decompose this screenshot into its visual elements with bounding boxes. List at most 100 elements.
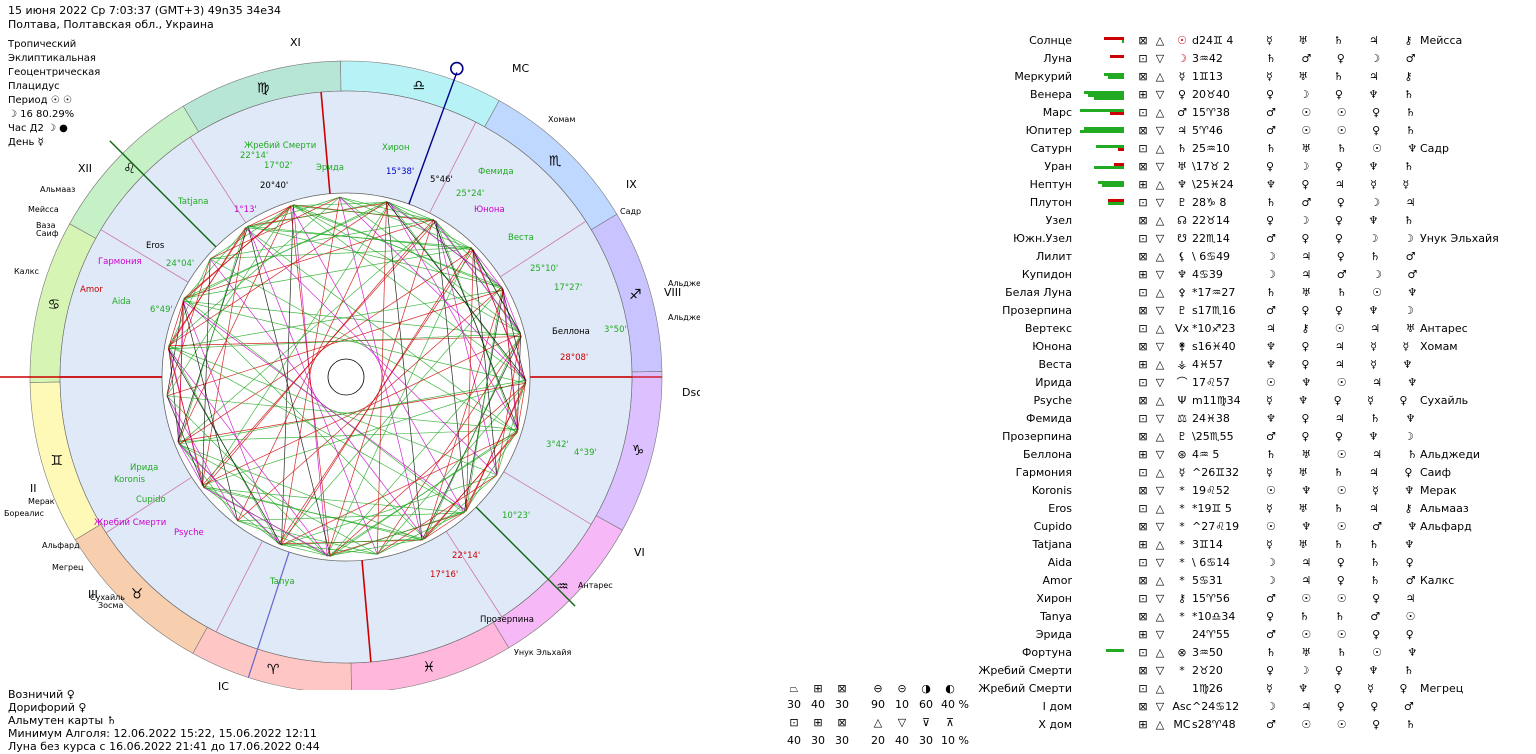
element-icon: △ <box>1155 394 1165 407</box>
aspect-line <box>339 196 527 381</box>
planet-rulers: ♀ ♄ ♄ ♂ ☉ <box>1266 610 1427 623</box>
planet-row[interactable]: Фемида ⊡ ▽ ⚖ 24♓38 ♆ ♀ ♃ ♄ ♆ <box>960 410 1530 428</box>
setting-zodiac: Тропический <box>8 39 77 50</box>
planet-row[interactable]: Сатурн ⊡ △ ♄ 25♒10 ♄ ♅ ♄ ☉ ♆ Садр <box>960 140 1530 158</box>
planet-row[interactable]: I дом ⊠ ▽ Asc ^24♋12 ☽ ♃ ♀ ♀ ♂ <box>960 698 1530 716</box>
planet-row[interactable]: Eros ⊡ △ * *19♊ 5 ☿ ♅ ♄ ♃ ⚷ Альмааз <box>960 500 1530 518</box>
info-algol-minimum: Минимум Алголя: 12.06.2022 15:22, 15.06.… <box>8 727 317 740</box>
planet-chart-label: Прозерпина <box>480 615 534 625</box>
aspect-line <box>178 227 246 445</box>
planet-position: 17♌57 <box>1192 376 1230 389</box>
planet-row[interactable]: Лилит ⊠ △ ⚸ \ 6♋49 ☽ ♃ ♀ ♄ ♂ <box>960 248 1530 266</box>
planet-row[interactable]: Плутон ⊡ ▽ ♇ 28♑ 8 ♄ ♂ ♀ ☽ ♃ <box>960 194 1530 212</box>
planet-name: Фортуна <box>1021 646 1072 659</box>
outer-star-label: Садр <box>620 207 641 216</box>
planet-row[interactable]: Aida ⊡ ▽ * \ 6♋14 ☽ ♃ ♀ ♄ ♀ <box>960 554 1530 572</box>
strength-bar <box>1110 112 1124 115</box>
planet-rulers: ☽ ♃ ♀ ♀ ♂ <box>1266 700 1425 713</box>
aspect-line <box>166 298 185 396</box>
planet-chart-label: Eros <box>146 241 165 251</box>
natal-chart-wheel[interactable]: ♋♌♍♎♏♐♑♒♓♈♉♊XIIXXIIVIIIDscIIVIIIIICVMCХо… <box>0 30 700 690</box>
planet-row[interactable]: Луна ⊡ ▽ ☽ 3♒42 ♄ ♂ ♀ ☽ ♂ <box>960 50 1530 68</box>
planet-row[interactable]: Жребий Смерти ⊠ ▽ * 2♉20 ♀ ☽ ♀ ♆ ♄ <box>960 662 1530 680</box>
planet-row[interactable]: Koronis ⊠ ▽ * 19♌52 ☉ ♆ ☉ ☿ ♆ Мерак <box>960 482 1530 500</box>
planet-position: 3♒50 <box>1192 646 1223 659</box>
planet-row[interactable]: Cupido ⊠ ▽ * ^27♌19 ☉ ♆ ☉ ♂ ♆ Альфард <box>960 518 1530 536</box>
planet-row[interactable]: Узел ⊠ △ ☊ 22♉14 ♀ ☽ ♀ ♆ ♄ <box>960 212 1530 230</box>
aspect-line <box>496 380 527 476</box>
planet-row[interactable]: Ирида ⊡ ▽ ⌒ 17♌57 ☉ ♆ ☉ ♃ ♆ <box>960 374 1530 392</box>
planet-position: m11♍34 <box>1192 394 1241 407</box>
house-label: IC <box>218 680 229 690</box>
planet-row[interactable]: Гармония ⊡ △ ☿ ^26♊32 ☿ ♅ ♄ ♃ ♀ Саиф <box>960 464 1530 482</box>
aspect-line <box>290 205 503 288</box>
aspect-line <box>166 395 205 488</box>
aspect-line <box>389 202 519 430</box>
planet-row[interactable]: Веста ⊞ △ ⚶ 4♓57 ♆ ♀ ♃ ☿ ♆ <box>960 356 1530 374</box>
planet-glyph-icon: ♆ <box>1177 268 1187 281</box>
planet-rulers: ☽ ♃ ♀ ♄ ♂ <box>1266 250 1427 263</box>
planet-row[interactable]: Нептун ⊞ △ ♆ \25♓24 ♆ ♀ ♃ ☿ ☿ <box>960 176 1530 194</box>
planet-row[interactable]: Эрида ⊞ ▽ 24♈55 ♂ ☉ ☉ ♀ ♀ <box>960 626 1530 644</box>
strength-bar <box>1106 649 1124 652</box>
planet-strength-bars <box>1080 433 1124 443</box>
planet-glyph-icon: MC <box>1173 718 1191 731</box>
planet-row[interactable]: Солнце ⊠ △ ☉ d24♊ 4 ☿ ♅ ♄ ♃ ⚷ Мейсса <box>960 32 1530 50</box>
planet-name: Солнце <box>1029 34 1072 47</box>
fixed-star: Унук Эльхайя <box>1420 232 1499 245</box>
planet-row[interactable]: Прозерпина ⊠ △ ♇ \25♏55 ♂ ♀ ♀ ♆ ☽ <box>960 428 1530 446</box>
aspect-line <box>166 289 504 397</box>
planet-row[interactable]: Amor ⊠ △ * 5♋31 ☽ ♃ ♀ ♄ ♂ Калкс <box>960 572 1530 590</box>
quality-icon: ⊞ <box>1138 358 1148 371</box>
quality-icon: ⊡ <box>1138 106 1148 119</box>
planet-name: Венера <box>1030 88 1072 101</box>
planet-strength-bars <box>1080 703 1124 713</box>
planet-chart-label: Хирон <box>382 143 410 153</box>
planet-row[interactable]: Хирон ⊡ ▽ ⚷ 15♈56 ♂ ☉ ☉ ♀ ♃ <box>960 590 1530 608</box>
planet-glyph-icon: ☽ <box>1177 52 1187 65</box>
planet-row[interactable]: Южн.Узел ⊡ ▽ ☋ 22♏14 ♂ ♀ ♀ ☽ ☽ Унук Эльхайя <box>960 230 1530 248</box>
element-icon: ▽ <box>1155 700 1165 713</box>
planet-rulers: ☉ ♆ ☉ ♂ ♆ <box>1266 520 1429 533</box>
planet-row[interactable]: Жребий Смерти ⊡ △ 1♍26 ☿ ♆ ♀ ☿ ♀ Мегрец <box>960 680 1530 698</box>
planet-name: Луна <box>1043 52 1072 65</box>
planet-row[interactable]: Юпитер ⊠ ▽ ♃ 5♈46 ♂ ☉ ☉ ♀ ♄ <box>960 122 1530 140</box>
planet-row[interactable]: Tanya ⊠ △ * *10♎34 ♀ ♄ ♄ ♂ ☉ <box>960 608 1530 626</box>
planet-row[interactable]: Юнона ⊠ ▽ ⚵ s16♓40 ♆ ♀ ♃ ☿ ☿ Хомам <box>960 338 1530 356</box>
planet-row[interactable]: Tatjana ⊞ △ * 3♊14 ☿ ♅ ♄ ♄ ♆ <box>960 536 1530 554</box>
planet-row[interactable]: Венера ⊞ ▽ ♀ 20♉40 ♀ ☽ ♀ ♆ ♄ <box>960 86 1530 104</box>
planet-position: *19♊ 5 <box>1192 502 1232 515</box>
aspect-line <box>167 348 282 546</box>
planet-row[interactable]: Вертекс ⊡ △ Vx *10♐23 ♃ ⚷ ☉ ♃ ♅ Антарес <box>960 320 1530 338</box>
aspect-line <box>326 219 434 557</box>
planet-row[interactable]: Фортуна ⊡ △ ⊗ 3♒50 ♄ ♅ ♄ ☉ ♆ <box>960 644 1530 662</box>
planet-row[interactable]: Белая Луна ⊡ △ ⚴ *17♒27 ♄ ♅ ♄ ☉ ♆ <box>960 284 1530 302</box>
outer-star-label: Альджеди <box>668 279 700 288</box>
planet-position: s17♏16 <box>1192 304 1236 317</box>
planet-name: Сатурн <box>1030 142 1072 155</box>
aspect-line <box>424 429 519 540</box>
planet-row[interactable]: Купидон ⊞ ▽ ♆ 4♋39 ☽ ♃ ♂ ☽ ♂ <box>960 266 1530 284</box>
zodiac-sign-icon: ♉ <box>131 587 144 603</box>
planet-row[interactable]: Прозерпина ⊠ ▽ ♇ s17♏16 ♂ ♀ ♀ ♆ ☽ <box>960 302 1530 320</box>
cold-icon: ⊝ <box>897 682 907 695</box>
planet-strength-bars <box>1080 271 1124 281</box>
planet-row[interactable]: Уран ⊠ ▽ ♅ \17♉ 2 ♀ ☽ ♀ ♆ ♄ <box>960 158 1530 176</box>
planet-glyph-icon: * <box>1179 502 1185 515</box>
planet-chart-label: 5°46' <box>430 175 453 185</box>
planet-strength-bars <box>1080 487 1124 497</box>
aspect-line <box>209 204 294 260</box>
planet-row[interactable]: Беллона ⊞ ▽ ⊛ 4♒ 5 ♄ ♅ ☉ ♃ ♄ Альджеди <box>960 446 1530 464</box>
quality-icon: ⊠ <box>1138 124 1148 137</box>
planet-row[interactable]: Марс ⊡ △ ♂ 15♈38 ♂ ☉ ☉ ♀ ♄ <box>960 104 1530 122</box>
strength-bar <box>1088 94 1124 97</box>
planet-row[interactable]: X дом ⊞ △ MC s28♈48 ♂ ☉ ☉ ♀ ♄ <box>960 716 1530 734</box>
zodiac-sign-icon: ♌ <box>123 161 136 177</box>
element-icon: △ <box>1155 70 1165 83</box>
quality-icon: ⊠ <box>1138 340 1148 353</box>
planet-row[interactable]: Меркурий ⊠ △ ☿ 1♊13 ☿ ♅ ♄ ♃ ⚷ <box>960 68 1530 86</box>
aspect-line <box>167 227 246 350</box>
quality-icon: ⊡ <box>1138 466 1148 479</box>
planet-strength-bars <box>1080 235 1124 245</box>
